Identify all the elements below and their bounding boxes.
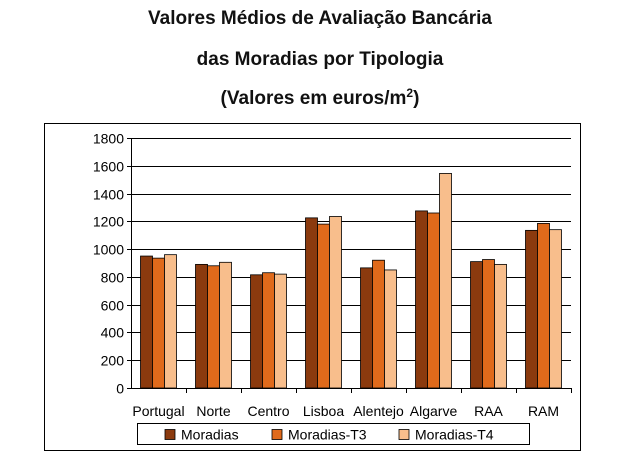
bar-moradias-t3-ram <box>537 223 550 389</box>
chart-title-line-1: Valores Médios de Avaliação Bancária <box>148 8 492 29</box>
bar-moradias-t4-ram <box>549 229 562 389</box>
legend-swatch-moradias-t4 <box>398 429 410 440</box>
bar-moradias-t4-portugal <box>164 254 177 389</box>
y-tick-label: 1800 <box>93 131 124 147</box>
bar-moradias-t3-norte <box>207 265 220 389</box>
bar-moradias-raa <box>470 261 483 389</box>
bar-moradias-t3-raa <box>482 259 495 389</box>
subtitle-text: (Valores em euros/m <box>220 88 407 109</box>
legend-swatch-moradias-t3 <box>271 429 283 440</box>
x-tick-label-ram: RAM <box>528 403 559 419</box>
bar-moradias-portugal <box>140 255 153 389</box>
bar-moradias-alentejo <box>360 267 373 389</box>
bar-moradias-t4-norte <box>219 261 232 389</box>
bar-moradias-norte <box>195 263 208 389</box>
bar-moradias-t3-portugal <box>152 257 165 389</box>
bar-moradias-ram <box>525 229 538 389</box>
subtitle-superscript: 2 <box>406 86 414 100</box>
bar-moradias-t4-raa <box>494 263 507 389</box>
y-tick-label: 1400 <box>93 187 124 203</box>
x-tick-label-algarve: Algarve <box>410 403 458 419</box>
chart-subtitle: (Valores em euros/m2) <box>0 86 640 110</box>
y-tick-label: 1000 <box>93 242 124 258</box>
bar-moradias-t3-alentejo <box>372 259 385 389</box>
x-tick-label-centro: Centro <box>247 403 289 419</box>
legend <box>137 423 530 445</box>
bar-moradias-t4-lisboa <box>329 216 342 389</box>
legend-label-moradias-t3: Moradias-T3 <box>288 427 367 443</box>
x-tick-label-portugal: Portugal <box>132 403 184 419</box>
bar-moradias-t4-alentejo <box>384 269 397 389</box>
x-tick-label-norte: Norte <box>196 403 230 419</box>
bar-moradias-centro <box>250 274 263 389</box>
y-tick-label: 0 <box>116 381 124 397</box>
legend-label-moradias: Moradias <box>181 427 239 443</box>
bar-moradias-algarve <box>415 210 428 389</box>
bar-moradias-t4-algarve <box>439 173 452 389</box>
legend-label-moradias-t4: Moradias-T4 <box>415 427 494 443</box>
x-tick-label-raa: RAA <box>474 403 503 419</box>
y-tick-label: 1200 <box>93 214 124 230</box>
bar-moradias-lisboa <box>305 217 318 389</box>
subtitle-close: ) <box>413 88 420 109</box>
x-tick-label-alentejo: Alentejo <box>353 403 404 419</box>
y-tick-label: 1600 <box>93 159 124 175</box>
x-tick-label-lisboa: Lisboa <box>303 403 344 419</box>
y-tick-label: 200 <box>101 353 125 369</box>
bar-moradias-t4-centro <box>274 273 287 389</box>
bar-moradias-t3-lisboa <box>317 223 330 389</box>
y-tick-label: 600 <box>101 298 125 314</box>
bar-moradias-t3-centro <box>262 272 275 389</box>
y-tick-label: 800 <box>101 270 125 286</box>
legend-swatch-moradias <box>164 429 176 440</box>
bar-moradias-t3-algarve <box>427 212 440 389</box>
y-tick-label: 400 <box>101 325 125 341</box>
chart-title-line-2: das Moradias por Tipologia <box>196 49 444 70</box>
